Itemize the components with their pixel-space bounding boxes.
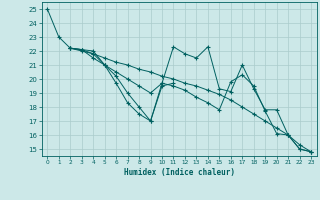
X-axis label: Humidex (Indice chaleur): Humidex (Indice chaleur) <box>124 168 235 177</box>
